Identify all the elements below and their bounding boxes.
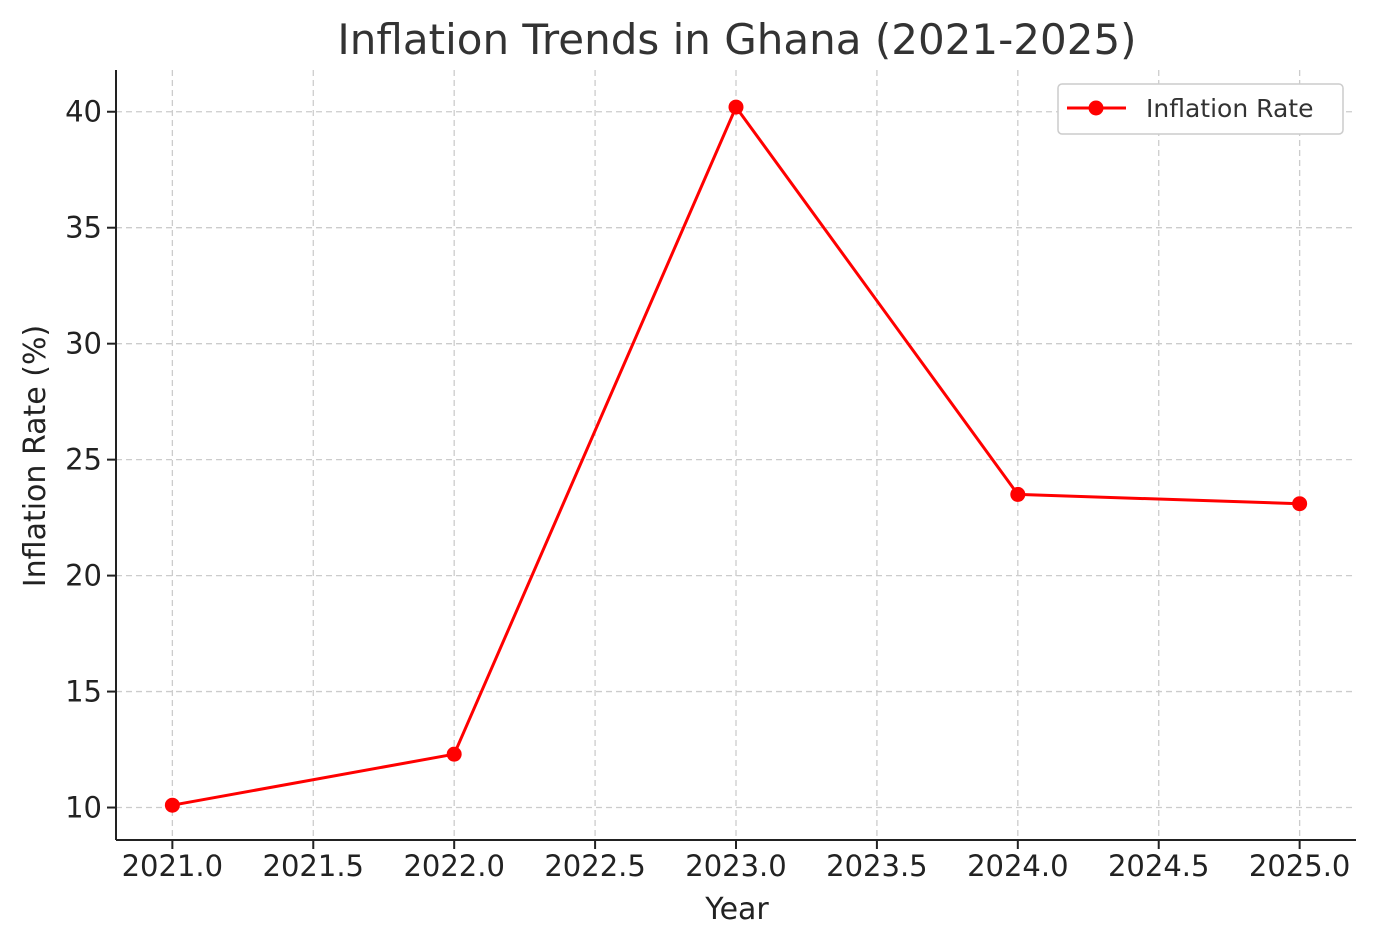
- legend-label-inflation-rate: Inflation Rate: [1146, 94, 1313, 123]
- chart-title: Inflation Trends in Ghana (2021-2025): [337, 15, 1136, 64]
- x-tick-label: 2024.5: [1108, 849, 1209, 883]
- y-tick-label: 15: [65, 675, 102, 709]
- y-tick-label: 30: [65, 327, 102, 361]
- data-point: [1010, 486, 1026, 502]
- x-axis-ticks: 2021.0 2021.5 2022.0 2022.5 2023.0 2023.5 2024…: [122, 840, 1350, 883]
- data-point: [164, 797, 180, 813]
- legend-marker: [1088, 100, 1104, 116]
- y-axis-label: Inflation Rate (%): [18, 325, 53, 587]
- y-tick-label: 35: [65, 211, 102, 245]
- x-tick-label: 2022.5: [544, 849, 645, 883]
- x-tick-label: 2021.5: [263, 849, 364, 883]
- legend-box: [1057, 83, 1344, 135]
- x-tick-label: 2023.0: [685, 849, 786, 883]
- x-tick-label: 2024.0: [967, 849, 1068, 883]
- y-tick-label: 20: [65, 559, 102, 593]
- x-tick-label: 2022.0: [403, 849, 504, 883]
- data-point: [446, 746, 462, 762]
- data-point: [728, 99, 744, 115]
- x-axis-label: Year: [704, 892, 769, 927]
- series-layer: [164, 99, 1308, 813]
- x-tick-label: 2025.0: [1249, 849, 1350, 883]
- y-tick-label: 25: [65, 443, 102, 477]
- y-tick-label: 40: [65, 95, 102, 129]
- grid-lines: [116, 70, 1356, 840]
- y-tick-label: 10: [65, 791, 102, 825]
- legend: Inflation Rate: [1057, 83, 1344, 135]
- x-tick-label: 2021.0: [122, 849, 223, 883]
- data-point: [1292, 496, 1308, 512]
- x-tick-label: 2023.5: [826, 849, 927, 883]
- y-axis-ticks: 10 15 20 25 30 35 40: [65, 95, 116, 825]
